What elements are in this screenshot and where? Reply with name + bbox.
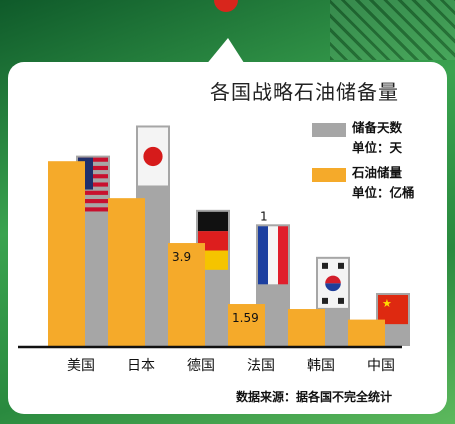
legend-oil-unit: 单位：亿桶 [352, 185, 415, 200]
category-label-5: 中国 [367, 358, 395, 374]
france-flag-icon [258, 226, 288, 285]
oil-bar-5 [348, 319, 385, 346]
oil-bar-2 [168, 243, 205, 346]
korea-flag-icon [318, 258, 348, 308]
germany-flag-icon [198, 211, 228, 270]
legend-swatch-days [312, 123, 346, 137]
oil-bar-1 [108, 198, 145, 346]
legend-oil-label: 石油储量 [352, 165, 403, 180]
oil-bar-3 [228, 304, 265, 346]
chart-title: 各国战略石油储备量 [210, 80, 399, 104]
japan-flag-icon [138, 127, 168, 186]
red-marker [214, 0, 238, 12]
category-label-4: 韩国 [307, 358, 335, 374]
data-label-0: 3.9 [172, 250, 191, 264]
category-label-3: 法国 [247, 358, 275, 374]
svg-text:★: ★ [382, 297, 392, 310]
legend-days-label: 储备天数 [352, 120, 403, 135]
oil-bar-0 [48, 161, 85, 346]
category-label-0: 美国 [67, 358, 95, 374]
category-label-2: 德国 [187, 358, 215, 374]
oil-bar-4 [288, 309, 325, 346]
category-label-1: 日本 [127, 358, 155, 374]
background-stripes [330, 0, 455, 60]
data-source: 数据来源：据各国不完全统计 [236, 390, 393, 404]
legend-swatch-oil [312, 168, 346, 182]
china-flag-icon: ★ [378, 294, 408, 325]
data-label-2: 1 [260, 209, 268, 223]
legend-days-unit: 单位：天 [352, 140, 403, 155]
data-label-1: 1.59 [232, 311, 259, 325]
